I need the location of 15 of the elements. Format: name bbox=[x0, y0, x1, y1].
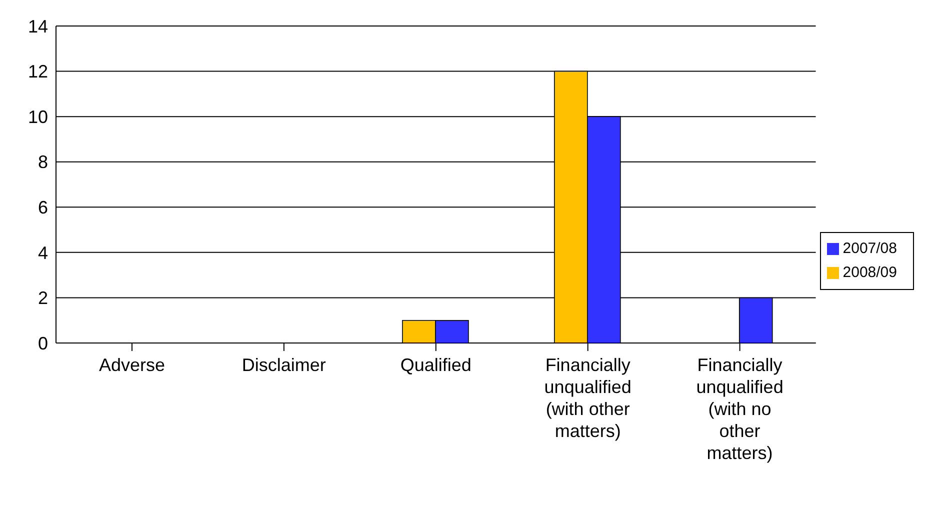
x-tick-label: Financially unqualified (with other matters) bbox=[544, 355, 632, 441]
x-tick-label: Disclaimer bbox=[242, 355, 326, 375]
y-tick-label: 6 bbox=[38, 198, 48, 218]
y-tick-label: 0 bbox=[38, 333, 48, 354]
y-tick-label: 4 bbox=[38, 242, 48, 263]
legend-label: 2008/09 bbox=[842, 264, 897, 280]
y-tick-label: 12 bbox=[28, 62, 48, 82]
y-tick-label: 14 bbox=[28, 16, 48, 36]
y-tick-label: 8 bbox=[38, 152, 48, 172]
x-tick-label: Qualified bbox=[400, 355, 472, 375]
y-tick-label: 10 bbox=[28, 106, 48, 127]
legend-label: 2007/08 bbox=[842, 240, 897, 256]
x-tick-label: Adverse bbox=[98, 355, 165, 375]
y-tick-label: 2 bbox=[38, 288, 48, 308]
x-tick-label: Financially unqualified (with no other matters) bbox=[696, 355, 784, 463]
